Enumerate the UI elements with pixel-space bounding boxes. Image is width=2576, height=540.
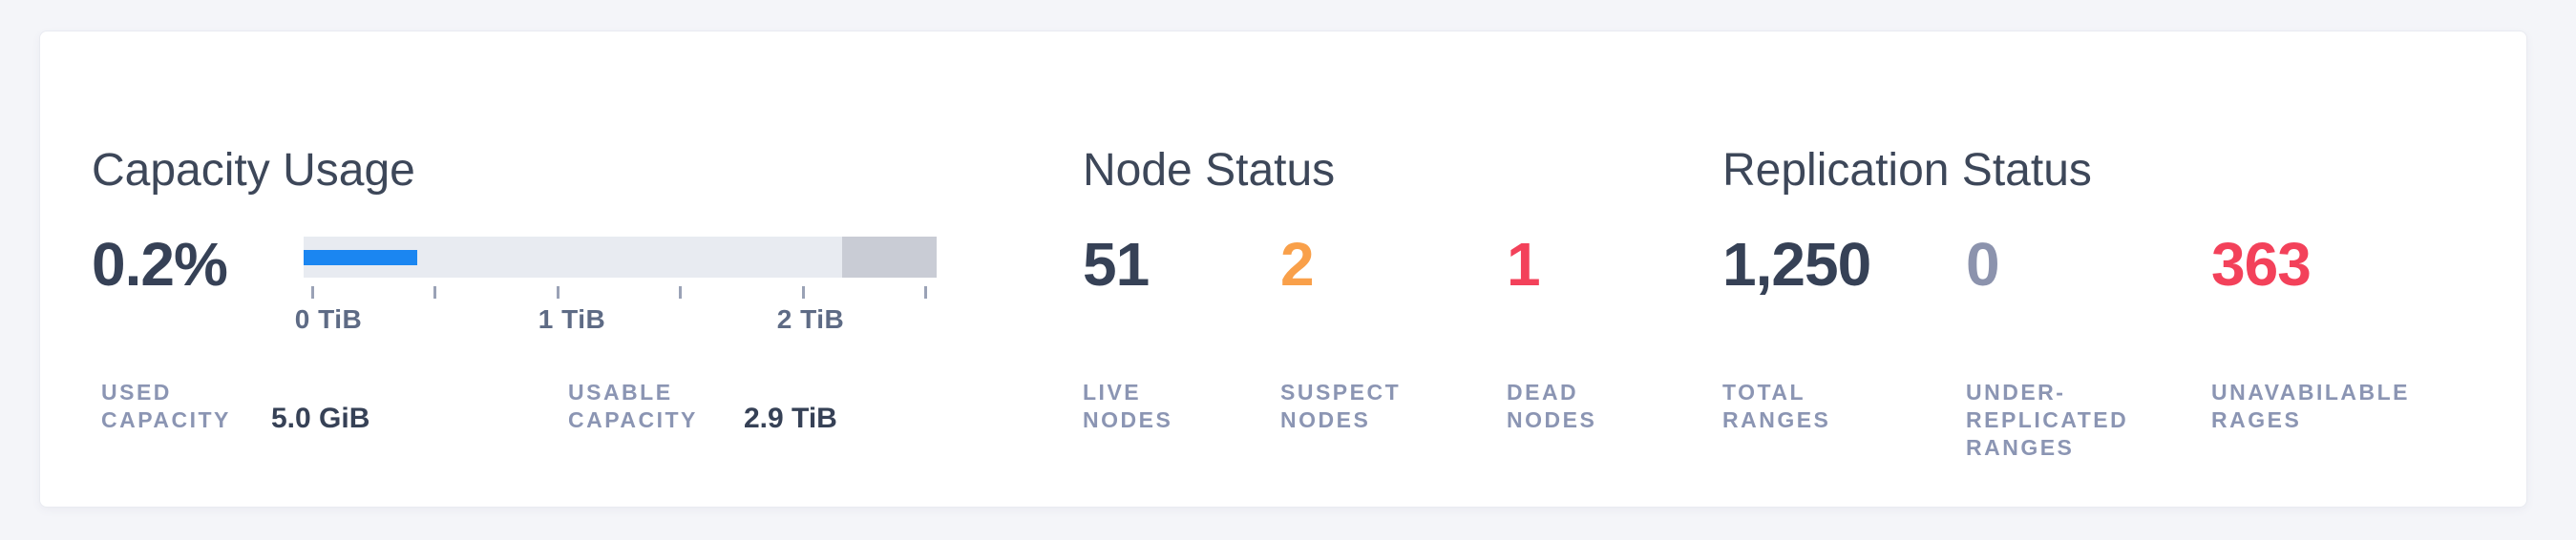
replication-status-section: Replication Status 1,250 0 363 TOTAL RAN… bbox=[1722, 31, 2486, 507]
used-capacity-value: 5.0 GiB bbox=[271, 403, 370, 434]
capacity-used-percent: 0.2% bbox=[92, 230, 228, 299]
axis-tick bbox=[311, 286, 314, 299]
capacity-bar-chart: 0 TiB 1 TiB 2 TiB bbox=[295, 237, 962, 365]
capacity-used-fill bbox=[304, 250, 417, 265]
axis-tick bbox=[557, 286, 560, 299]
axis-tick bbox=[924, 286, 927, 299]
under-replicated-ranges-value: 0 bbox=[1966, 230, 2000, 299]
usable-capacity-value: 2.9 TiB bbox=[744, 403, 837, 434]
axis-tick-label: 0 TiB bbox=[294, 304, 363, 334]
usable-capacity-label: USABLE CAPACITY bbox=[568, 380, 698, 432]
axis-tick bbox=[802, 286, 805, 299]
total-ranges-value: 1,250 bbox=[1722, 230, 1871, 299]
capacity-reserved-fill bbox=[842, 237, 937, 278]
node-status-section: Node Status 51 2 1 LIVE NODES SUSPECT NO… bbox=[1083, 31, 1675, 507]
suspect-nodes-value: 2 bbox=[1280, 230, 1315, 299]
unavailable-ranges-value: 363 bbox=[2211, 230, 2312, 299]
live-nodes-value: 51 bbox=[1083, 230, 1150, 299]
total-ranges-label: TOTAL RANGES bbox=[1722, 380, 1831, 432]
node-status-section-title: Node Status bbox=[1083, 144, 1336, 196]
axis-tick bbox=[679, 286, 682, 299]
dead-nodes-label: DEAD NODES bbox=[1507, 380, 1597, 432]
replication-section-title: Replication Status bbox=[1722, 144, 2092, 196]
axis-tick-label: 2 TiB bbox=[776, 304, 845, 334]
under-replicated-ranges-label: UNDER- REPLICATED RANGES bbox=[1966, 380, 2129, 460]
capacity-usage-section: Capacity Usage 0.2% 0 TiB 1 TiB 2 TiB US… bbox=[92, 31, 1027, 507]
axis-tick-label: 1 TiB bbox=[538, 304, 606, 334]
cluster-overview-panel: Capacity Usage 0.2% 0 TiB 1 TiB 2 TiB US… bbox=[39, 31, 2527, 508]
live-nodes-label: LIVE NODES bbox=[1083, 380, 1173, 432]
capacity-bar-track bbox=[304, 237, 937, 278]
dead-nodes-value: 1 bbox=[1507, 230, 1541, 299]
axis-tick bbox=[433, 286, 436, 299]
suspect-nodes-label: SUSPECT NODES bbox=[1280, 380, 1402, 432]
capacity-section-title: Capacity Usage bbox=[92, 144, 415, 196]
unavailable-ranges-label: UNAVABILABLE RAGES bbox=[2211, 380, 2411, 432]
used-capacity-label: USED CAPACITY bbox=[101, 380, 231, 432]
